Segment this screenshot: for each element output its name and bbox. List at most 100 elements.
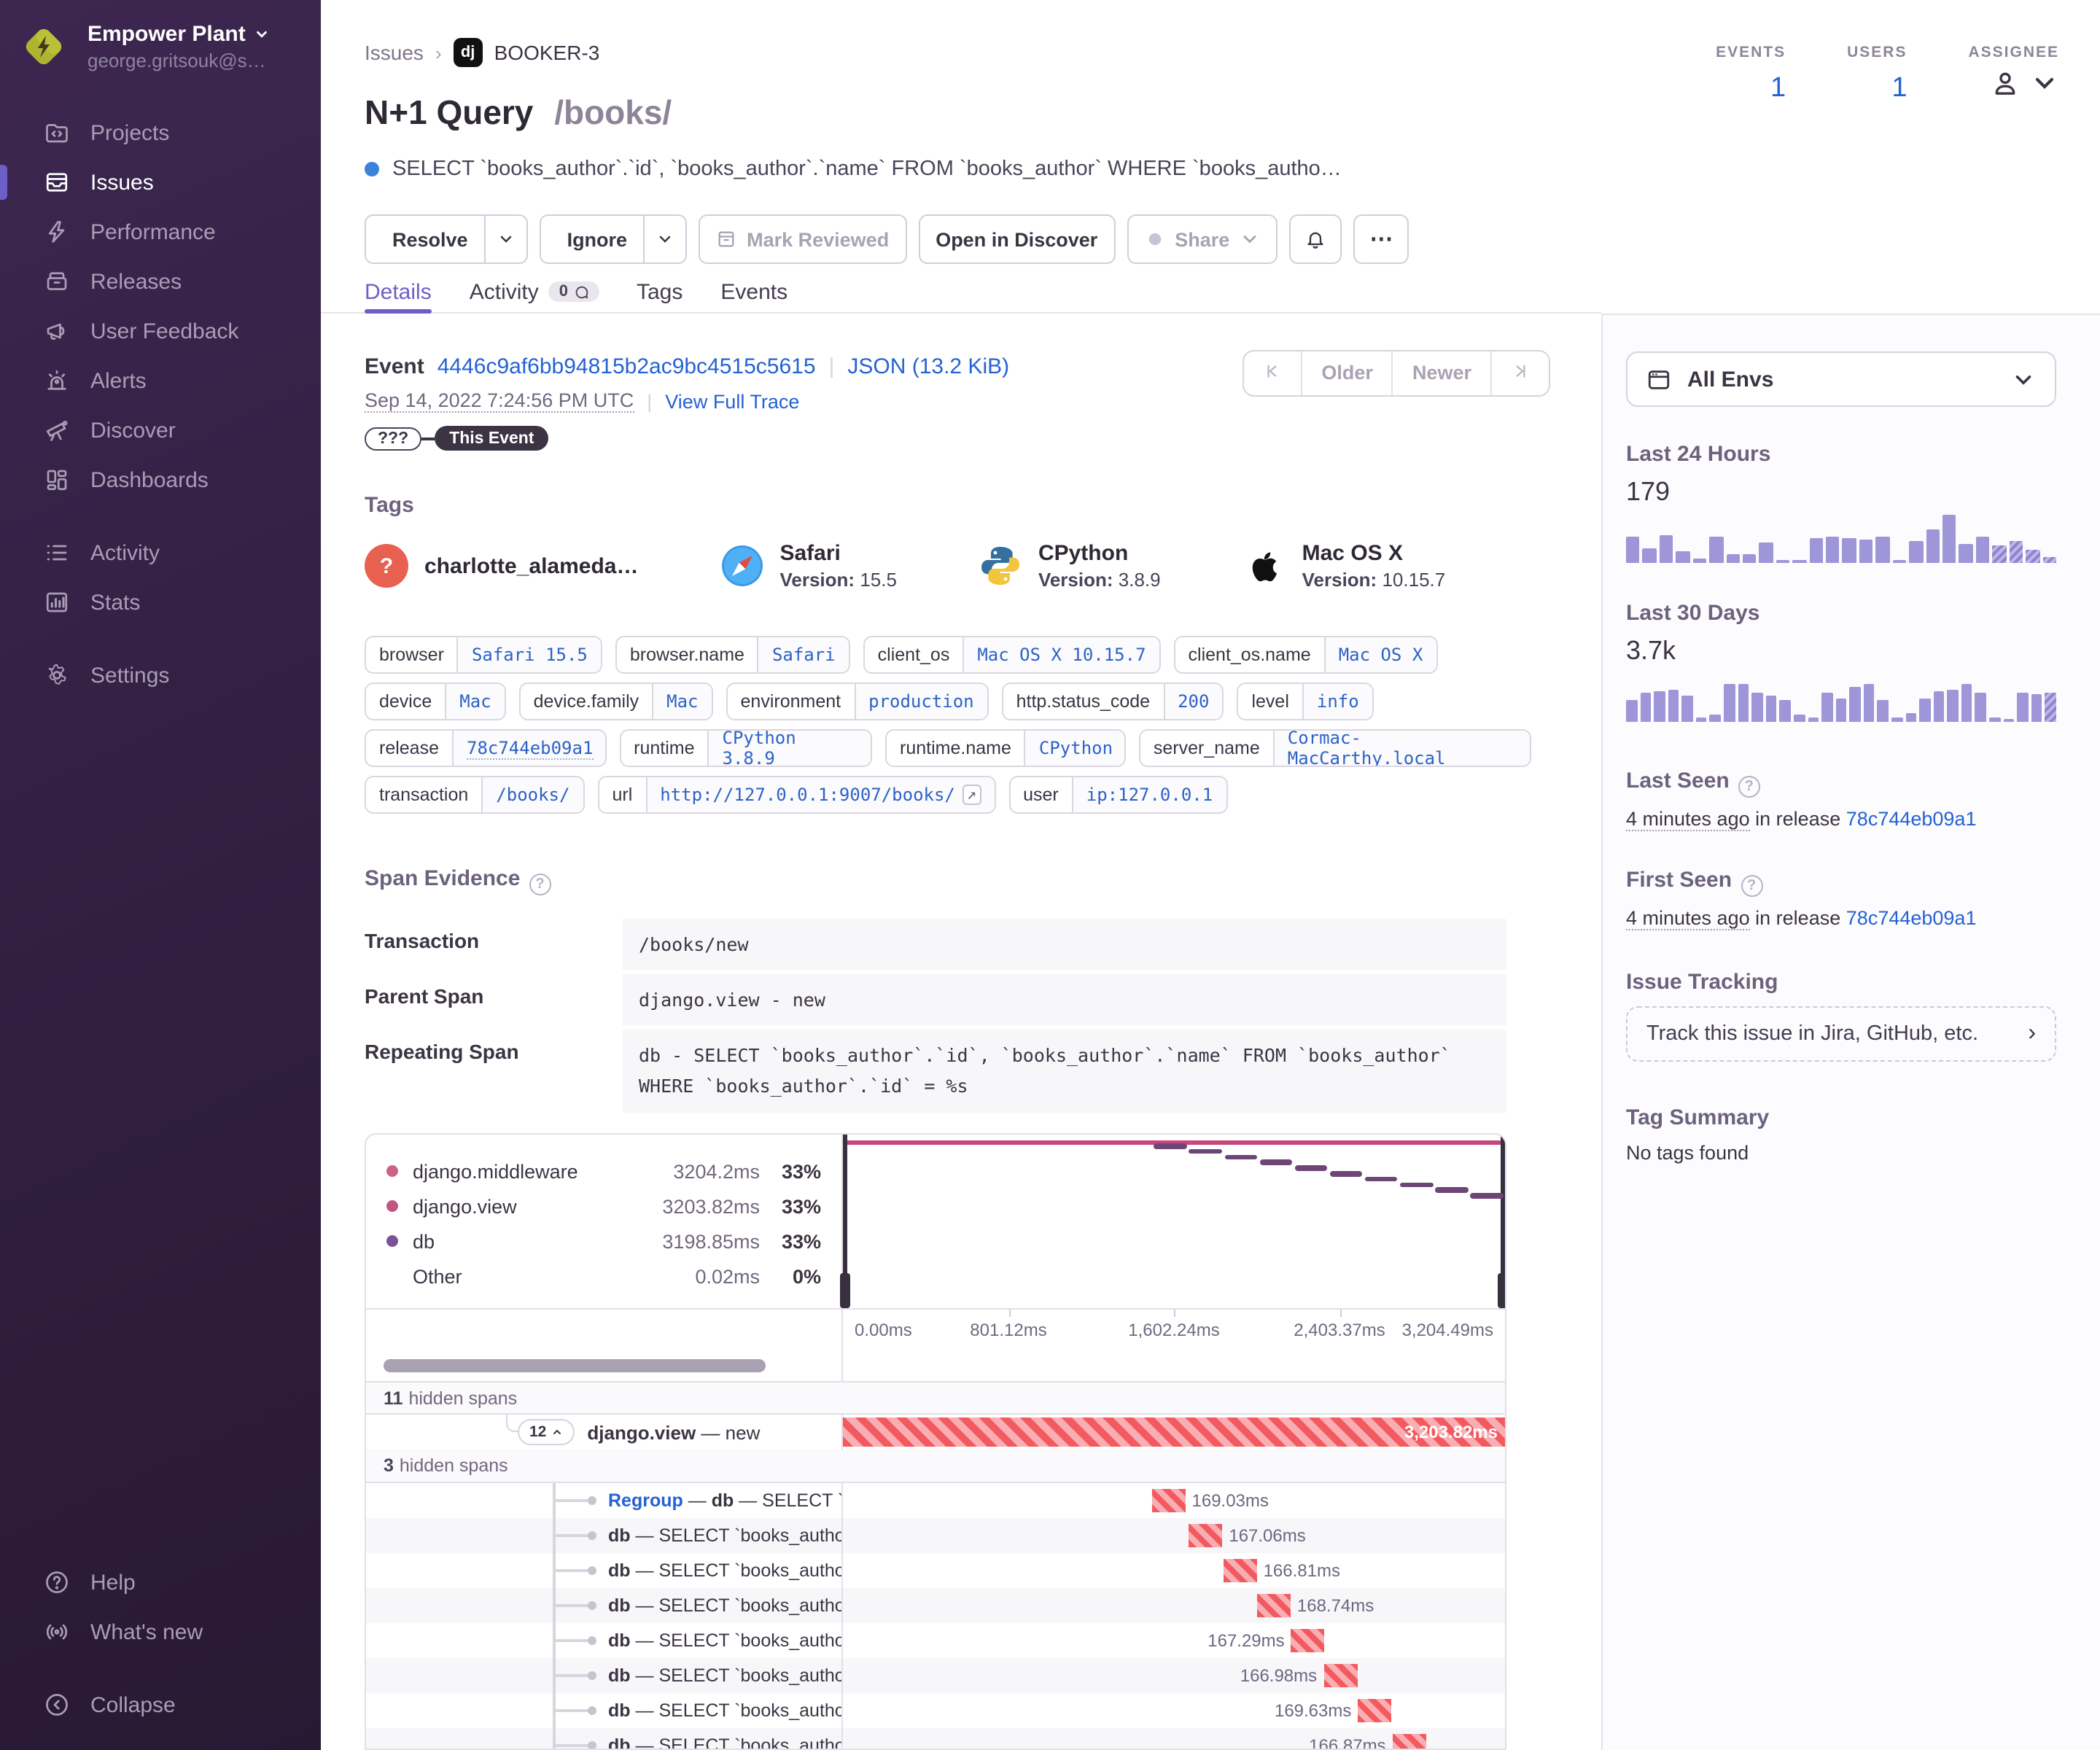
share-button[interactable]: Share — [1127, 214, 1278, 264]
events-count-link[interactable]: 1 — [1770, 73, 1786, 104]
help-icon[interactable]: ? — [1738, 776, 1760, 798]
open-in-discover-button[interactable]: Open in Discover — [918, 214, 1116, 264]
more-actions-button[interactable]: ⋯ — [1353, 214, 1409, 264]
mark-reviewed-button[interactable]: Mark Reviewed — [699, 214, 907, 264]
resolve-button[interactable]: Resolve — [366, 216, 484, 262]
sidebar-item-alerts[interactable]: Alerts — [0, 356, 321, 405]
resolve-dropdown-button[interactable] — [483, 216, 526, 262]
help-icon[interactable]: ? — [529, 874, 551, 895]
browser-tag[interactable]: Safari Version: 15.5 — [720, 541, 897, 591]
tag-value-link[interactable]: /books/ — [481, 777, 583, 812]
minimap-right-grip[interactable] — [1498, 1273, 1505, 1308]
last-event-button[interactable] — [1490, 351, 1549, 395]
span-row[interactable]: db — SELECT `books_author` 166.98ms — [366, 1658, 1505, 1693]
hidden-spans-row[interactable]: 11 hidden spans — [366, 1381, 1505, 1415]
breadcrumb-issues-link[interactable]: Issues — [365, 41, 424, 64]
sidebar-footer-collapse[interactable]: Collapse — [0, 1680, 321, 1730]
span-duration-bar[interactable] — [1151, 1489, 1186, 1512]
sidebar-item-releases[interactable]: Releases — [0, 257, 321, 306]
tag-value-link[interactable]: Mac OS X 10.15.7 — [962, 637, 1159, 672]
minimap-left-handle[interactable] — [843, 1135, 847, 1308]
minimap-right-handle[interactable] — [1501, 1135, 1505, 1308]
span-duration-bar[interactable] — [1256, 1594, 1291, 1617]
span-row[interactable]: db — SELECT `books_author` 166.87ms — [366, 1728, 1505, 1749]
first-seen-release-link[interactable]: 78c744eb09a1 — [1846, 907, 1977, 929]
sidebar-footer-help[interactable]: Help — [0, 1558, 321, 1607]
org-switcher[interactable]: Empower Plant george.gritsouk@s… — [0, 0, 321, 93]
sidebar-footer-what-s-new[interactable]: What's new — [0, 1607, 321, 1657]
unknown-trace-pill[interactable]: ??? — [365, 427, 422, 450]
span-duration-bar[interactable] — [1188, 1524, 1223, 1547]
help-icon[interactable]: ? — [1741, 875, 1763, 897]
tag-value-link[interactable]: 200 — [1163, 684, 1223, 719]
span-count-badge[interactable]: 12 — [518, 1419, 575, 1445]
span-duration-bar[interactable] — [1291, 1629, 1325, 1652]
sidebar-item-stats[interactable]: Stats — [0, 578, 321, 627]
tag-value-link[interactable]: Cormac-MacCarthy.local — [1272, 731, 1530, 766]
sidebar-item-discover[interactable]: Discover — [0, 405, 321, 455]
newer-event-button[interactable]: Newer — [1391, 351, 1490, 395]
tab-activity[interactable]: Activity 0 — [470, 271, 599, 312]
hidden-spans-row[interactable]: 3 hidden spans — [366, 1450, 1505, 1483]
tag-value-link[interactable]: ip:127.0.0.1 — [1071, 777, 1226, 812]
assignee-selector[interactable] — [1968, 69, 2059, 98]
span-row[interactable]: db — SELECT `books_author` 166.81ms — [366, 1553, 1505, 1588]
sidebar-item-performance[interactable]: Performance — [0, 207, 321, 257]
tree-horizontal-scrollbar[interactable] — [366, 1350, 841, 1381]
tag-value-link[interactable]: Mac — [445, 684, 505, 719]
span-row[interactable]: Regroup — db — SELECT `books_author` 169.… — [366, 1483, 1505, 1518]
runtime-tag[interactable]: CPython Version: 3.8.9 — [979, 541, 1161, 591]
sidebar-item-settings[interactable]: Settings — [0, 650, 321, 700]
event-id-link[interactable]: 4446c9af6bb94815b2ac9bc4515c5615 — [437, 354, 816, 379]
span-row[interactable]: db — SELECT `books_author` 167.06ms — [366, 1518, 1505, 1553]
tab-tags[interactable]: Tags — [637, 279, 683, 304]
sidebar-item-dashboards[interactable]: Dashboards — [0, 455, 321, 505]
tag-value-link[interactable]: Mac — [652, 684, 712, 719]
tab-events[interactable]: Events — [720, 279, 788, 304]
event-json-link[interactable]: JSON (13.2 KiB) — [847, 354, 1010, 379]
span-row[interactable]: db — SELECT `books_author` 167.29ms — [366, 1623, 1505, 1658]
tag-value-link[interactable]: Safari — [757, 637, 849, 672]
os-tag[interactable]: Mac OS X Version: 10.15.7 — [1242, 541, 1445, 591]
span-duration-bar[interactable] — [1358, 1699, 1392, 1722]
users-count-link[interactable]: 1 — [1891, 73, 1908, 104]
legend-percent: 33% — [781, 1160, 821, 1182]
last-seen-release-link[interactable]: 78c744eb09a1 — [1846, 808, 1977, 830]
external-link-icon[interactable]: ↗ — [962, 785, 981, 805]
span-duration-bar[interactable] — [1223, 1559, 1257, 1582]
minimap-left-grip[interactable] — [840, 1273, 850, 1308]
tag-value-link[interactable]: CPython — [1024, 731, 1124, 766]
tag-value-link[interactable]: production — [854, 684, 987, 719]
environment-selector[interactable]: All Envs — [1626, 351, 2056, 407]
ignore-button[interactable]: Ignore — [540, 216, 644, 262]
minimap-span-dash — [1329, 1171, 1363, 1176]
tag-value-link[interactable]: http://127.0.0.1:9007/books/↗ — [645, 777, 995, 812]
sidebar-item-issues[interactable]: Issues — [0, 158, 321, 207]
sidebar-item-user-feedback[interactable]: User Feedback — [0, 306, 321, 356]
tag-value-link[interactable]: Safari 15.5 — [456, 637, 601, 672]
span-row[interactable]: db — SELECT `books_author` 169.63ms — [366, 1693, 1505, 1728]
this-event-pill[interactable]: This Event — [435, 426, 549, 451]
ignore-dropdown-button[interactable] — [643, 216, 686, 262]
tag-value-link[interactable]: Mac OS X — [1323, 637, 1436, 672]
parent-span-row[interactable]: 12 django.view — new 3,203.82ms — [366, 1415, 1505, 1450]
view-full-trace-link[interactable]: View Full Trace — [665, 390, 800, 412]
tag-value-link[interactable]: 78c744eb09a1 — [452, 731, 605, 766]
issue-tracking-label: Issue Tracking — [1626, 970, 1778, 995]
older-event-button[interactable]: Older — [1301, 351, 1392, 395]
span-row[interactable]: db — SELECT `books_author` 168.74ms — [366, 1588, 1505, 1623]
span-duration-bar[interactable] — [1392, 1734, 1426, 1749]
tag-value-link[interactable]: CPython 3.8.9 — [707, 731, 871, 766]
track-issue-button[interactable]: Track this issue in Jira, GitHub, etc. › — [1626, 1006, 2056, 1062]
trace-minimap[interactable] — [840, 1135, 1505, 1308]
first-event-button[interactable] — [1244, 351, 1302, 395]
sidebar-item-projects[interactable]: Projects — [0, 108, 321, 158]
subscribe-bell-button[interactable] — [1289, 214, 1342, 264]
sidebar-item-activity[interactable]: Activity — [0, 528, 321, 578]
tab-details[interactable]: Details — [365, 271, 432, 314]
parent-span-bar[interactable]: 3,203.82ms — [843, 1418, 1505, 1447]
span-group-link[interactable]: Regroup — [608, 1490, 683, 1511]
user-tag[interactable]: ? charlotte_alameda… — [365, 544, 638, 588]
span-duration-bar[interactable] — [1323, 1664, 1358, 1687]
tag-value-link[interactable]: info — [1302, 684, 1372, 719]
